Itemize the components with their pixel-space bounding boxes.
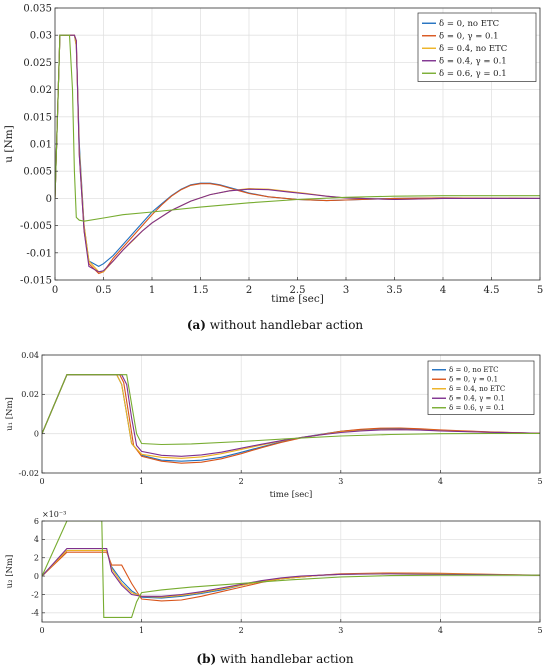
y-tick-label: 0.015 xyxy=(23,112,52,123)
series-line-5 xyxy=(42,374,540,446)
y-tick-label: 0 xyxy=(34,572,39,581)
x-tick-label: 0 xyxy=(52,285,58,296)
axes-box xyxy=(41,354,541,474)
x-tick-label: 2 xyxy=(239,626,244,635)
y-tick-label: 0.035 xyxy=(23,4,52,15)
y-tick-label: 0.03 xyxy=(30,31,52,42)
x-tick-label: 1 xyxy=(139,626,144,635)
x-tick-label: 2.5 xyxy=(290,285,306,296)
x-tick-label: 3 xyxy=(343,285,349,296)
y-tick-label: -4 xyxy=(31,609,39,618)
y-tick-label: 4 xyxy=(34,535,39,544)
legend-label: δ = 0, γ = 0.1 xyxy=(439,32,499,42)
y-axis-label: u₂ [Nm] xyxy=(5,555,15,589)
x-tick-label: 3.5 xyxy=(387,285,403,296)
series-line-5 xyxy=(55,34,540,222)
chart-b2: 0 1 2 3 4 5 -4 -2 0 2 4 6×10⁻³ u₂ [Nm] xyxy=(5,510,543,635)
y-tick-label: -2 xyxy=(31,590,39,599)
series-line-4 xyxy=(42,547,540,597)
y-tick-label: 0 xyxy=(34,429,39,438)
x-tick-label: 4 xyxy=(438,626,443,635)
legend-label: δ = 0, no ETC xyxy=(449,366,499,374)
y-tick-label: 6 xyxy=(34,517,39,526)
y-scale-label: ×10⁻³ xyxy=(42,510,66,519)
legend-box xyxy=(417,12,537,82)
x-axis-label: time [sec] xyxy=(270,490,313,500)
x-tick-label: 0.5 xyxy=(96,285,112,296)
caption-b: (b) with handlebar action xyxy=(0,652,550,666)
y-tick-label: 0.02 xyxy=(21,390,39,399)
legend-label: δ = 0.4, γ = 0.1 xyxy=(449,395,505,403)
x-tick-label: 2 xyxy=(239,477,244,486)
x-tick-label: 0 xyxy=(39,626,44,635)
legend-label: δ = 0.6, γ = 0.1 xyxy=(439,69,507,79)
legend-label: δ = 0.4, γ = 0.1 xyxy=(439,57,507,67)
x-tick-label: 3 xyxy=(338,477,343,486)
plot-area xyxy=(42,521,540,622)
caption-a-letter: (a) xyxy=(186,318,206,332)
legend-label: δ = 0, γ = 0.1 xyxy=(449,376,498,384)
x-tick-label: 5 xyxy=(537,477,542,486)
y-tick-label: 0.01 xyxy=(30,140,52,151)
x-tick-label: 2 xyxy=(246,285,252,296)
y-tick-label: -0.02 xyxy=(18,469,39,478)
x-tick-label: 5 xyxy=(537,285,543,296)
y-tick-label: 0.025 xyxy=(23,58,52,69)
legend-label: δ = 0.4, no ETC xyxy=(449,385,505,393)
y-axis-label: u [Nm] xyxy=(3,125,15,162)
y-tick-label: -0.005 xyxy=(20,221,52,232)
x-tick-label: 5 xyxy=(537,626,542,635)
y-tick-label: 0.02 xyxy=(30,85,52,96)
x-tick-label: 4.5 xyxy=(484,285,500,296)
caption-a-text: without handlebar action xyxy=(209,318,364,332)
series-line-5 xyxy=(42,521,540,618)
legend-label: δ = 0.6, γ = 0.1 xyxy=(449,404,505,412)
x-tick-label: 4 xyxy=(440,285,446,296)
y-tick-label: 2 xyxy=(34,554,39,563)
x-tick-label: 1 xyxy=(149,285,155,296)
chart-a: 0 0.5 1 1.5 2 2.5 3 3.5 4 4.5 5 -0.015 -0.01 -0.005 0 0… xyxy=(3,4,543,306)
legend-label: δ = 0.4, no ETC xyxy=(439,44,507,54)
y-tick-label: 0 xyxy=(46,194,52,205)
y-tick-label: -0.01 xyxy=(26,248,52,259)
caption-b-letter: (b) xyxy=(196,652,217,666)
y-tick-label: -0.015 xyxy=(20,276,52,287)
x-tick-label: 3 xyxy=(338,626,343,635)
x-tick-label: 4 xyxy=(438,477,443,486)
series-line-4 xyxy=(55,34,540,273)
x-tick-label: 1 xyxy=(139,477,144,486)
x-axis-label: time [sec] xyxy=(271,293,324,305)
caption-a: (a) without handlebar action xyxy=(0,318,550,332)
x-tick-label: 1.5 xyxy=(193,285,209,296)
caption-b-text: with handlebar action xyxy=(219,652,354,666)
series-line-4 xyxy=(42,374,540,457)
axes-box xyxy=(41,520,541,623)
x-tick-label: 0 xyxy=(39,477,44,486)
legend-label: δ = 0, no ETC xyxy=(439,19,499,29)
y-axis-label: u₁ [Nm] xyxy=(5,397,15,431)
y-tick-label: 0.04 xyxy=(21,351,39,360)
y-tick-label: 0.005 xyxy=(23,167,52,178)
series-line-2 xyxy=(42,374,540,464)
